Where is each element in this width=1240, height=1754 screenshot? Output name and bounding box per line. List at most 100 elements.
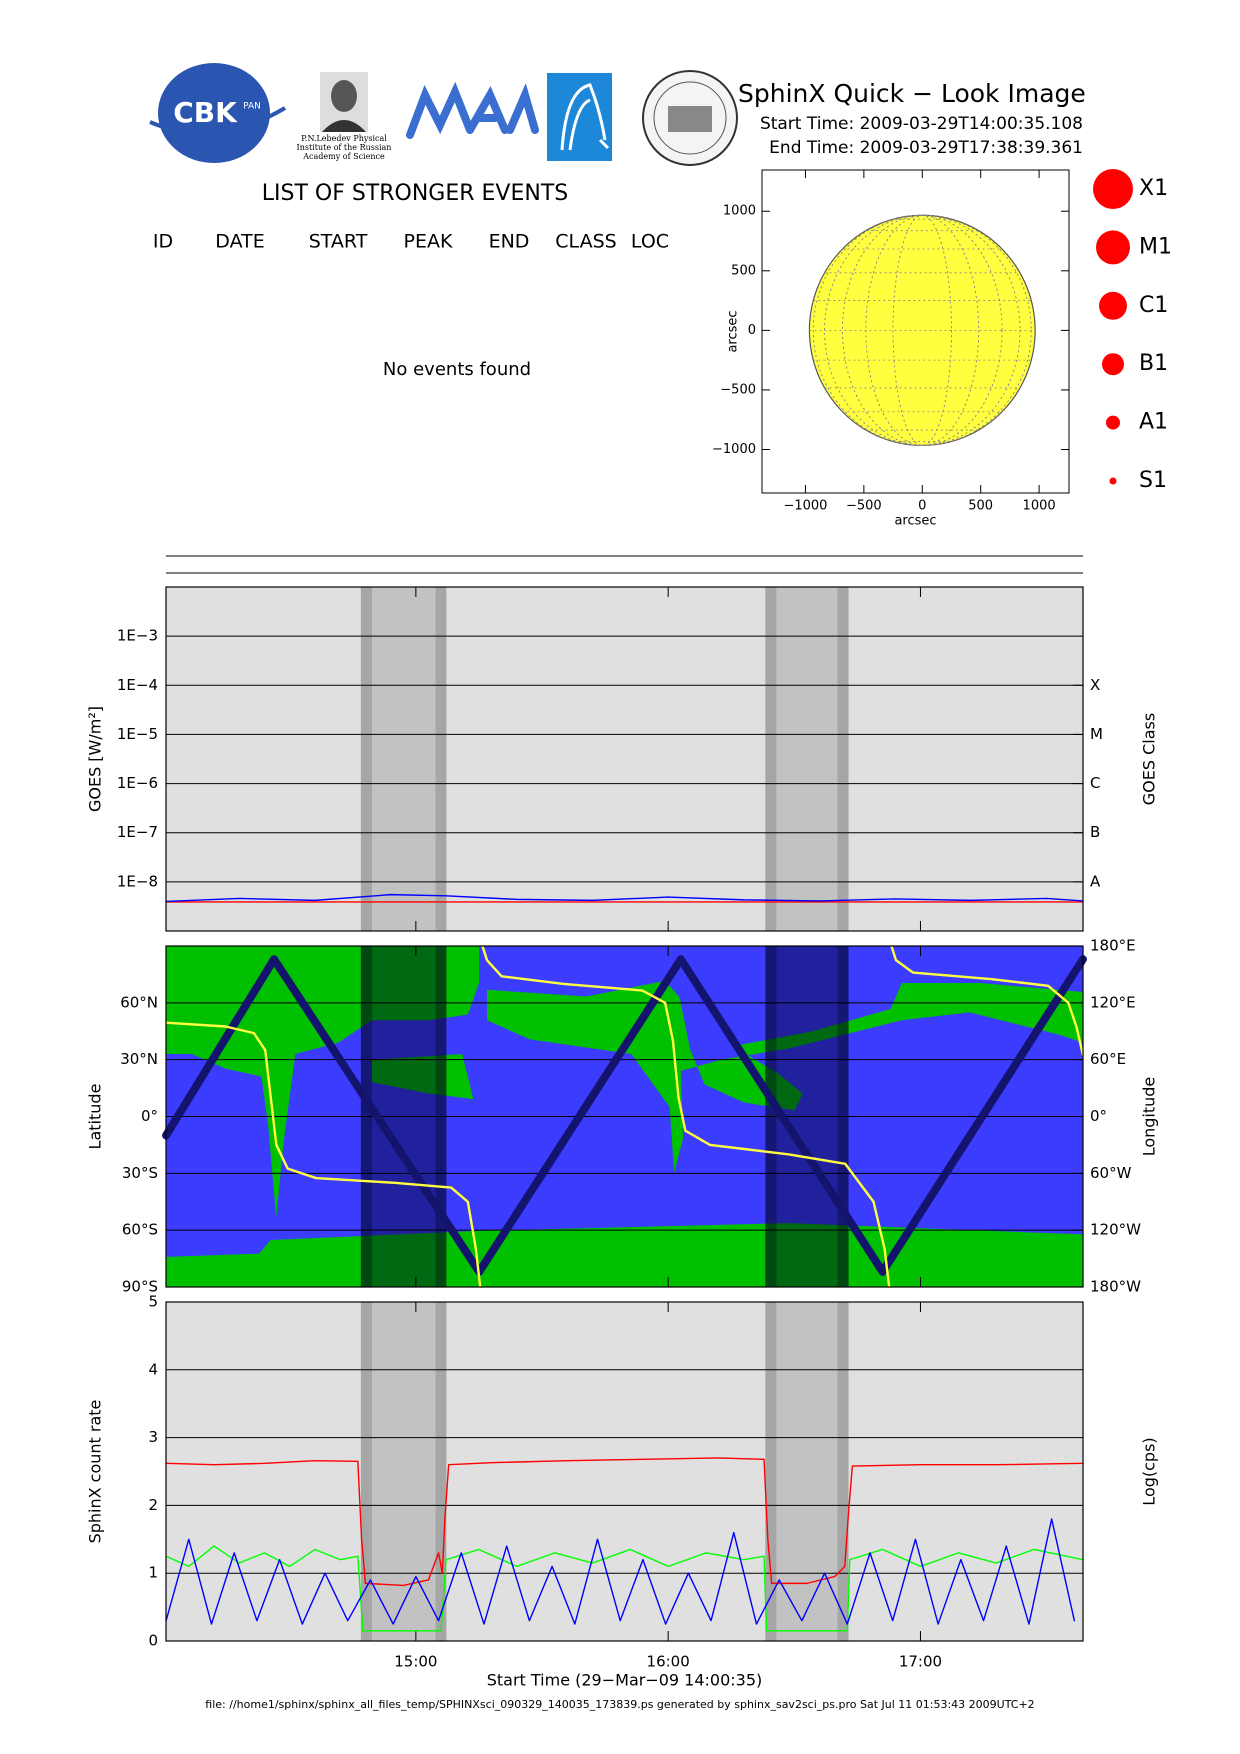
series-line — [162, 955, 1087, 1276]
foreground-layer: X 1 M1 C1 B1 A1 S1 −1000 −500 0 500 1000 −1000 −500 0 5… — [86, 169, 1172, 1690]
events-column: START — [309, 231, 368, 253]
portrait-body — [322, 120, 366, 132]
y-tick-label: 5 — [148, 1293, 158, 1311]
y2-tick-label: 180°E — [1090, 937, 1136, 955]
legend-label: B1 — [1139, 351, 1168, 376]
y-axis-title: arcsec — [726, 310, 741, 352]
arc-logo — [547, 73, 612, 161]
y-tick-label: 1 — [148, 1564, 158, 1582]
y2-tick-label: C — [1090, 774, 1100, 792]
pan-text: PAN — [243, 102, 261, 112]
y-tick-label: 500 — [731, 263, 756, 278]
lebedev-text: Academy of Science — [302, 152, 385, 161]
legend-marker — [1106, 415, 1120, 430]
disk-meridian — [824, 214, 1021, 446]
y-tick-label: 30°S — [122, 1164, 158, 1182]
start-time: Start Time: 2009-03-29T14:00:35.108 — [760, 114, 1083, 134]
arc-logo-mark — [560, 83, 610, 151]
events-column: CLASS — [555, 231, 616, 253]
lebedev-text: Institute of the Russian — [297, 143, 392, 152]
panel-background — [166, 587, 1083, 931]
y-tick-label: 0 — [148, 1632, 158, 1650]
legend-label: A1 — [1139, 410, 1168, 435]
x-axis-title: arcsec — [894, 514, 936, 529]
y-tick-label: 1000 — [723, 204, 756, 219]
disk-meridian — [812, 214, 1032, 446]
series-line — [165, 893, 1084, 903]
y-tick-label: 1E−8 — [117, 872, 158, 890]
penumbra-band — [765, 1302, 777, 1641]
y2-axis-title: Log(cps) — [1140, 1437, 1159, 1505]
seal-building — [668, 106, 712, 132]
title: SphinX Quick − Look Image — [738, 79, 1086, 108]
events-column: ID — [153, 231, 173, 253]
y-tick-label: 1E−4 — [117, 676, 158, 694]
y-tick-label: 1E−5 — [117, 725, 158, 743]
y2-axis-title: Longitude — [1140, 1077, 1159, 1157]
x-tick-label: 16:00 — [647, 1653, 690, 1671]
y2-tick-label: 180°W — [1090, 1278, 1141, 1296]
penumbra-band — [435, 1302, 447, 1641]
y-tick-label: 2 — [148, 1496, 158, 1514]
legend-marker — [1096, 230, 1130, 265]
y2-tick-label: 120°E — [1090, 993, 1136, 1011]
y2-tick-label: M — [1090, 725, 1103, 743]
y2-axis-title: GOES Class — [1140, 713, 1159, 805]
legend-label: M1 — [1139, 234, 1172, 259]
disk-meridian — [842, 214, 1003, 446]
series-line — [165, 1518, 1076, 1625]
umbra-band — [372, 1302, 436, 1641]
series-line — [165, 1457, 1084, 1587]
y-tick-label: 90°S — [122, 1278, 158, 1296]
plot-frame — [165, 1301, 1084, 1642]
events-title: LIST OF STRONGER EVENTS — [262, 181, 569, 206]
y-tick-label: 4 — [148, 1360, 158, 1378]
penumbra-band — [837, 587, 849, 931]
plot-frame — [165, 945, 1084, 1288]
y2-tick-label: 60°W — [1090, 1164, 1132, 1182]
penumbra-band — [360, 1302, 373, 1641]
legend-label: S1 — [1139, 468, 1167, 493]
y-axis-title: GOES [W/m²] — [86, 706, 105, 812]
events-column: PEAK — [404, 231, 453, 253]
mad-logo — [406, 81, 539, 139]
y-tick-label: 0 — [748, 323, 756, 338]
y-tick-label: −1000 — [712, 442, 756, 457]
penumbra-band — [765, 587, 777, 931]
y-axis-title: Latitude — [86, 1084, 105, 1150]
penumbra-band — [435, 587, 447, 931]
penumbra-band — [837, 1302, 849, 1641]
map-region — [372, 1054, 474, 1100]
penumbra-band — [360, 587, 373, 931]
legend-label: C1 — [1139, 293, 1168, 318]
portrait-head — [331, 80, 357, 112]
footer: file: //home1/sphinx/sphinx_all_files_te… — [205, 1698, 1034, 1711]
x-tick-label: −1000 — [783, 499, 827, 514]
series-line — [165, 1545, 1084, 1632]
x-tick-label: 1000 — [1023, 499, 1056, 514]
y2-tick-label: A — [1090, 872, 1101, 890]
x-tick-label: 17:00 — [899, 1653, 942, 1671]
umbra-band — [776, 587, 838, 931]
y-tick-label: 0° — [141, 1107, 158, 1125]
legend-marker — [1102, 353, 1124, 376]
y-tick-label: 60°N — [120, 993, 158, 1011]
y-tick-label: 30°N — [120, 1050, 158, 1068]
events-column: LOC — [631, 231, 669, 253]
plot-frame — [165, 586, 1084, 932]
y-tick-label: 1E−7 — [117, 823, 158, 841]
y-tick-label: −500 — [720, 382, 756, 397]
legend-marker — [1099, 291, 1127, 320]
y2-tick-label: X — [1090, 676, 1100, 694]
umbra-band — [372, 587, 436, 931]
y-tick-label: 3 — [148, 1428, 158, 1446]
plot-frame — [761, 169, 1070, 494]
x-tick-label: 15:00 — [394, 1653, 437, 1671]
background-layer — [166, 587, 1083, 1641]
y-tick-label: 1E−3 — [117, 627, 158, 645]
x-tick-label: −500 — [846, 499, 882, 514]
y2-tick-label: B — [1090, 823, 1100, 841]
events-column: END — [489, 231, 530, 253]
map-region — [166, 1223, 1083, 1287]
